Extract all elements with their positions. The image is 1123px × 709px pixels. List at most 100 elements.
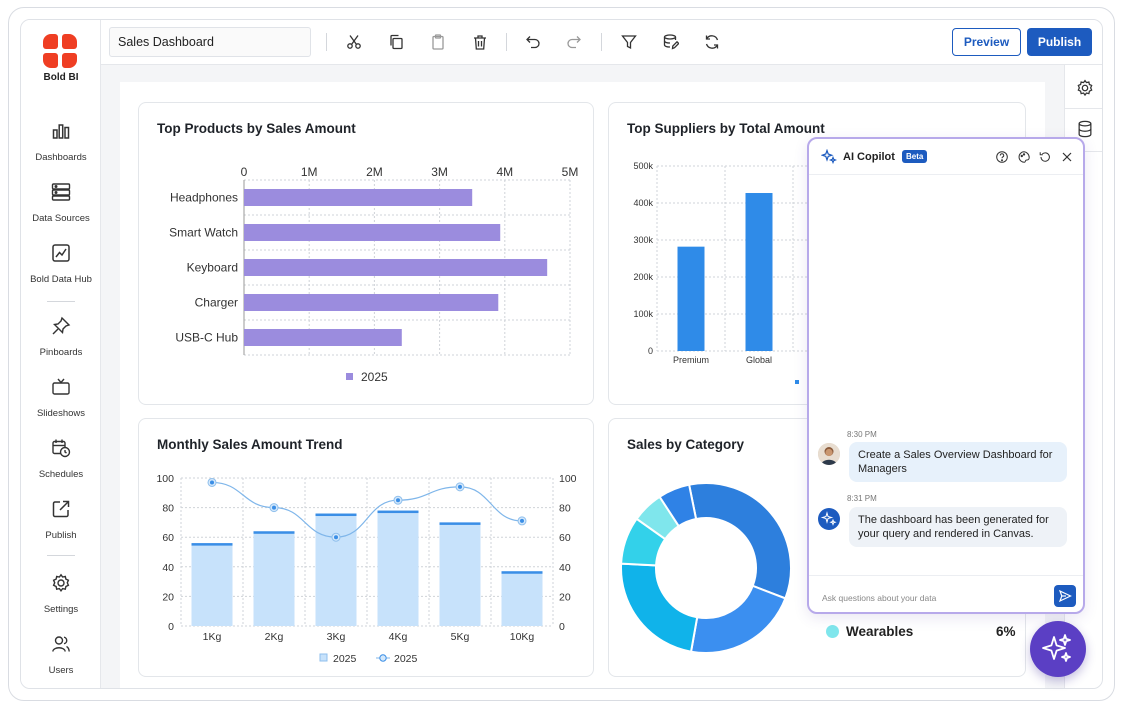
y-tick-label: 500k	[633, 161, 653, 171]
user-avatar	[818, 443, 840, 465]
publish-button[interactable]: Publish	[1027, 28, 1092, 56]
copilot-fab-button[interactable]	[1030, 621, 1086, 677]
dashboard-title-input[interactable]: Sales Dashboard	[109, 27, 311, 57]
bar-cap	[377, 510, 419, 514]
legend-swatch	[319, 653, 328, 662]
x-tick-label: Premium	[673, 355, 709, 365]
preview-button[interactable]: Preview	[952, 28, 1021, 56]
sidebar-divider	[47, 301, 75, 302]
y2-tick-label: 80	[559, 503, 571, 515]
brand-name: Bold BI	[43, 72, 79, 83]
bar	[677, 246, 705, 351]
legend-label: 2025	[394, 653, 418, 665]
message-time: 8:30 PM	[847, 430, 877, 439]
series-line	[211, 481, 523, 538]
refresh-icon[interactable]	[702, 32, 722, 52]
y-tick-label: 200k	[633, 272, 653, 282]
y-tick-label: USB-C Hub	[175, 331, 238, 345]
close-icon[interactable]	[1062, 152, 1072, 162]
sidebar-item-dashboards[interactable]: Dashboards	[21, 121, 101, 165]
y-tick-label: Smart Watch	[169, 226, 238, 240]
x-tick-label: 1M	[301, 165, 318, 179]
y-tick-label: 0	[168, 621, 174, 633]
undo-icon[interactable]	[523, 32, 543, 52]
widget-title: Sales by Category	[627, 437, 745, 452]
line-point-center	[396, 498, 400, 503]
message-time: 8:31 PM	[847, 494, 877, 503]
x-tick-label: 5M	[562, 165, 579, 179]
bar-cap	[253, 531, 295, 534]
toolbar: Sales Dashboard Preview	[101, 20, 1102, 65]
filter-icon[interactable]	[619, 32, 639, 52]
bar	[244, 259, 548, 276]
paste-icon[interactable]	[428, 32, 448, 52]
gear-icon[interactable]	[1076, 79, 1094, 97]
pie-slice	[689, 584, 787, 654]
legend-label: Wearables	[846, 624, 914, 639]
pin-icon	[52, 316, 71, 335]
sidebar-item-users[interactable]: Users	[21, 634, 101, 678]
toolbar-divider	[506, 33, 507, 51]
y-tick-label: 20	[162, 591, 174, 603]
sidebar: Bold BI Dashboards Data Sources Bold Dat…	[21, 20, 101, 688]
bar	[244, 224, 501, 241]
x-tick-label: 2Kg	[265, 631, 284, 643]
sidebar-item-slideshows[interactable]: Slideshows	[21, 377, 101, 421]
data-edit-icon[interactable]	[661, 32, 681, 52]
sidebar-item-label: Data Sources	[32, 213, 90, 224]
toolbar-divider	[326, 33, 327, 51]
send-icon	[1058, 589, 1072, 603]
sidebar-item-pinboards[interactable]: Pinboards	[21, 316, 101, 360]
y-tick-label: 80	[162, 503, 174, 515]
y-tick-label: 0	[648, 346, 653, 356]
send-button[interactable]	[1054, 585, 1076, 607]
x-tick-label: 3Kg	[327, 631, 346, 643]
x-tick-label: 5Kg	[451, 631, 470, 643]
copilot-header: AI Copilot Beta	[809, 139, 1083, 175]
reset-icon[interactable]	[1039, 151, 1051, 163]
widget-title: Top Products by Sales Amount	[157, 121, 356, 136]
bar	[439, 522, 481, 626]
line-point-center	[210, 480, 214, 485]
cut-icon[interactable]	[344, 32, 364, 52]
pie-slice	[687, 482, 792, 600]
sparkle-icon	[1042, 634, 1071, 662]
legend-swatch	[795, 380, 799, 384]
users-icon	[52, 636, 70, 652]
user-message: Create a Sales Overview Dashboard for Ma…	[849, 442, 1067, 482]
sidebar-item-bold-data-hub[interactable]: Bold Data Hub	[21, 243, 101, 287]
beta-badge: Beta	[902, 150, 928, 163]
sidebar-divider	[47, 555, 75, 556]
y-tick-label: Charger	[195, 296, 238, 310]
y-tick-label: 300k	[633, 235, 653, 245]
bar	[745, 193, 773, 351]
assistant-message: The dashboard has been generated for you…	[849, 507, 1067, 547]
widget-monthly-trend[interactable]: Monthly Sales Amount Trend 0 0 20 20 40 40 60 6…	[138, 418, 594, 677]
sidebar-item-label: Bold Data Hub	[30, 274, 92, 285]
help-icon[interactable]	[996, 151, 1008, 163]
x-tick-label: 2M	[366, 165, 383, 179]
sidebar-item-publish[interactable]: Publish	[21, 499, 101, 543]
pie-slice	[620, 562, 699, 653]
sidebar-item-schedules[interactable]: Schedules	[21, 438, 101, 482]
widget-top-products[interactable]: Top Products by Sales Amount 0 1M 2M 3M 4M 5M…	[138, 102, 594, 405]
database-icon[interactable]	[1076, 120, 1094, 138]
y2-tick-label: 60	[559, 532, 571, 544]
sidebar-item-settings[interactable]: Settings	[21, 573, 101, 617]
copilot-input[interactable]: Ask questions about your data	[822, 593, 937, 603]
widget-title: Monthly Sales Amount Trend	[157, 437, 343, 452]
line-point-center	[272, 505, 276, 510]
copy-icon[interactable]	[386, 32, 406, 52]
palette-icon[interactable]	[1018, 151, 1030, 163]
legend-marker	[379, 654, 387, 662]
sidebar-item-label: Pinboards	[39, 347, 83, 358]
redo-icon[interactable]	[564, 32, 584, 52]
delete-icon[interactable]	[470, 32, 490, 52]
legend-swatch	[826, 625, 839, 638]
bar	[377, 510, 419, 626]
x-tick-label: 4Kg	[389, 631, 408, 643]
sparkle-icon	[821, 149, 837, 165]
pie-slice	[658, 483, 698, 528]
x-tick-label: 0	[241, 165, 248, 179]
sidebar-item-data-sources[interactable]: Data Sources	[21, 182, 101, 226]
